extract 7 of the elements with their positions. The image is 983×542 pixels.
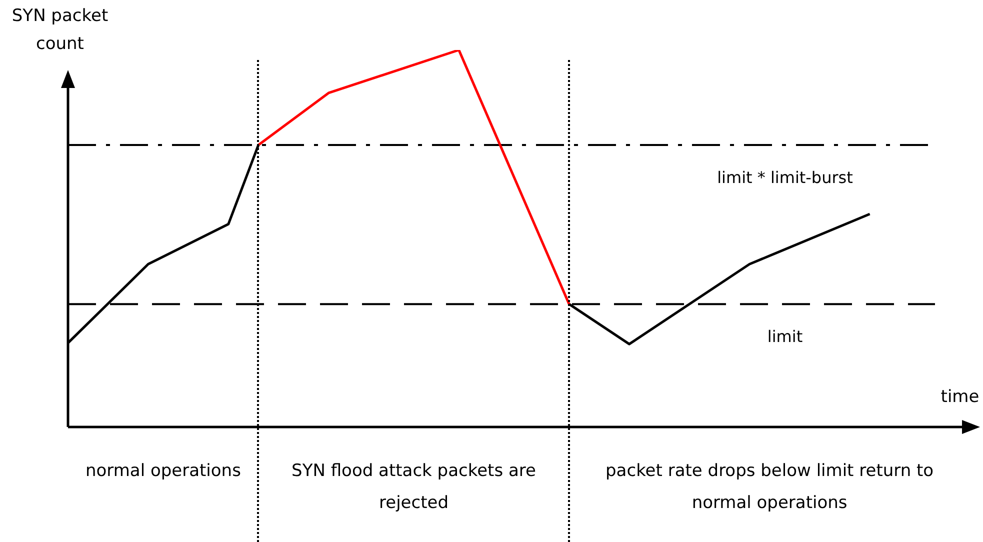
y-axis-title: SYN packet count xyxy=(10,5,110,56)
text: SYN flood attack packets are rejected xyxy=(290,460,537,515)
text: normal operations xyxy=(84,460,242,483)
x-axis-title: time xyxy=(940,387,980,407)
ref-line-label: limit xyxy=(767,327,803,346)
ref-line-label: limit * limit-burst xyxy=(717,168,853,188)
text: packet rate drops below limit return to normal operations xyxy=(604,460,935,515)
